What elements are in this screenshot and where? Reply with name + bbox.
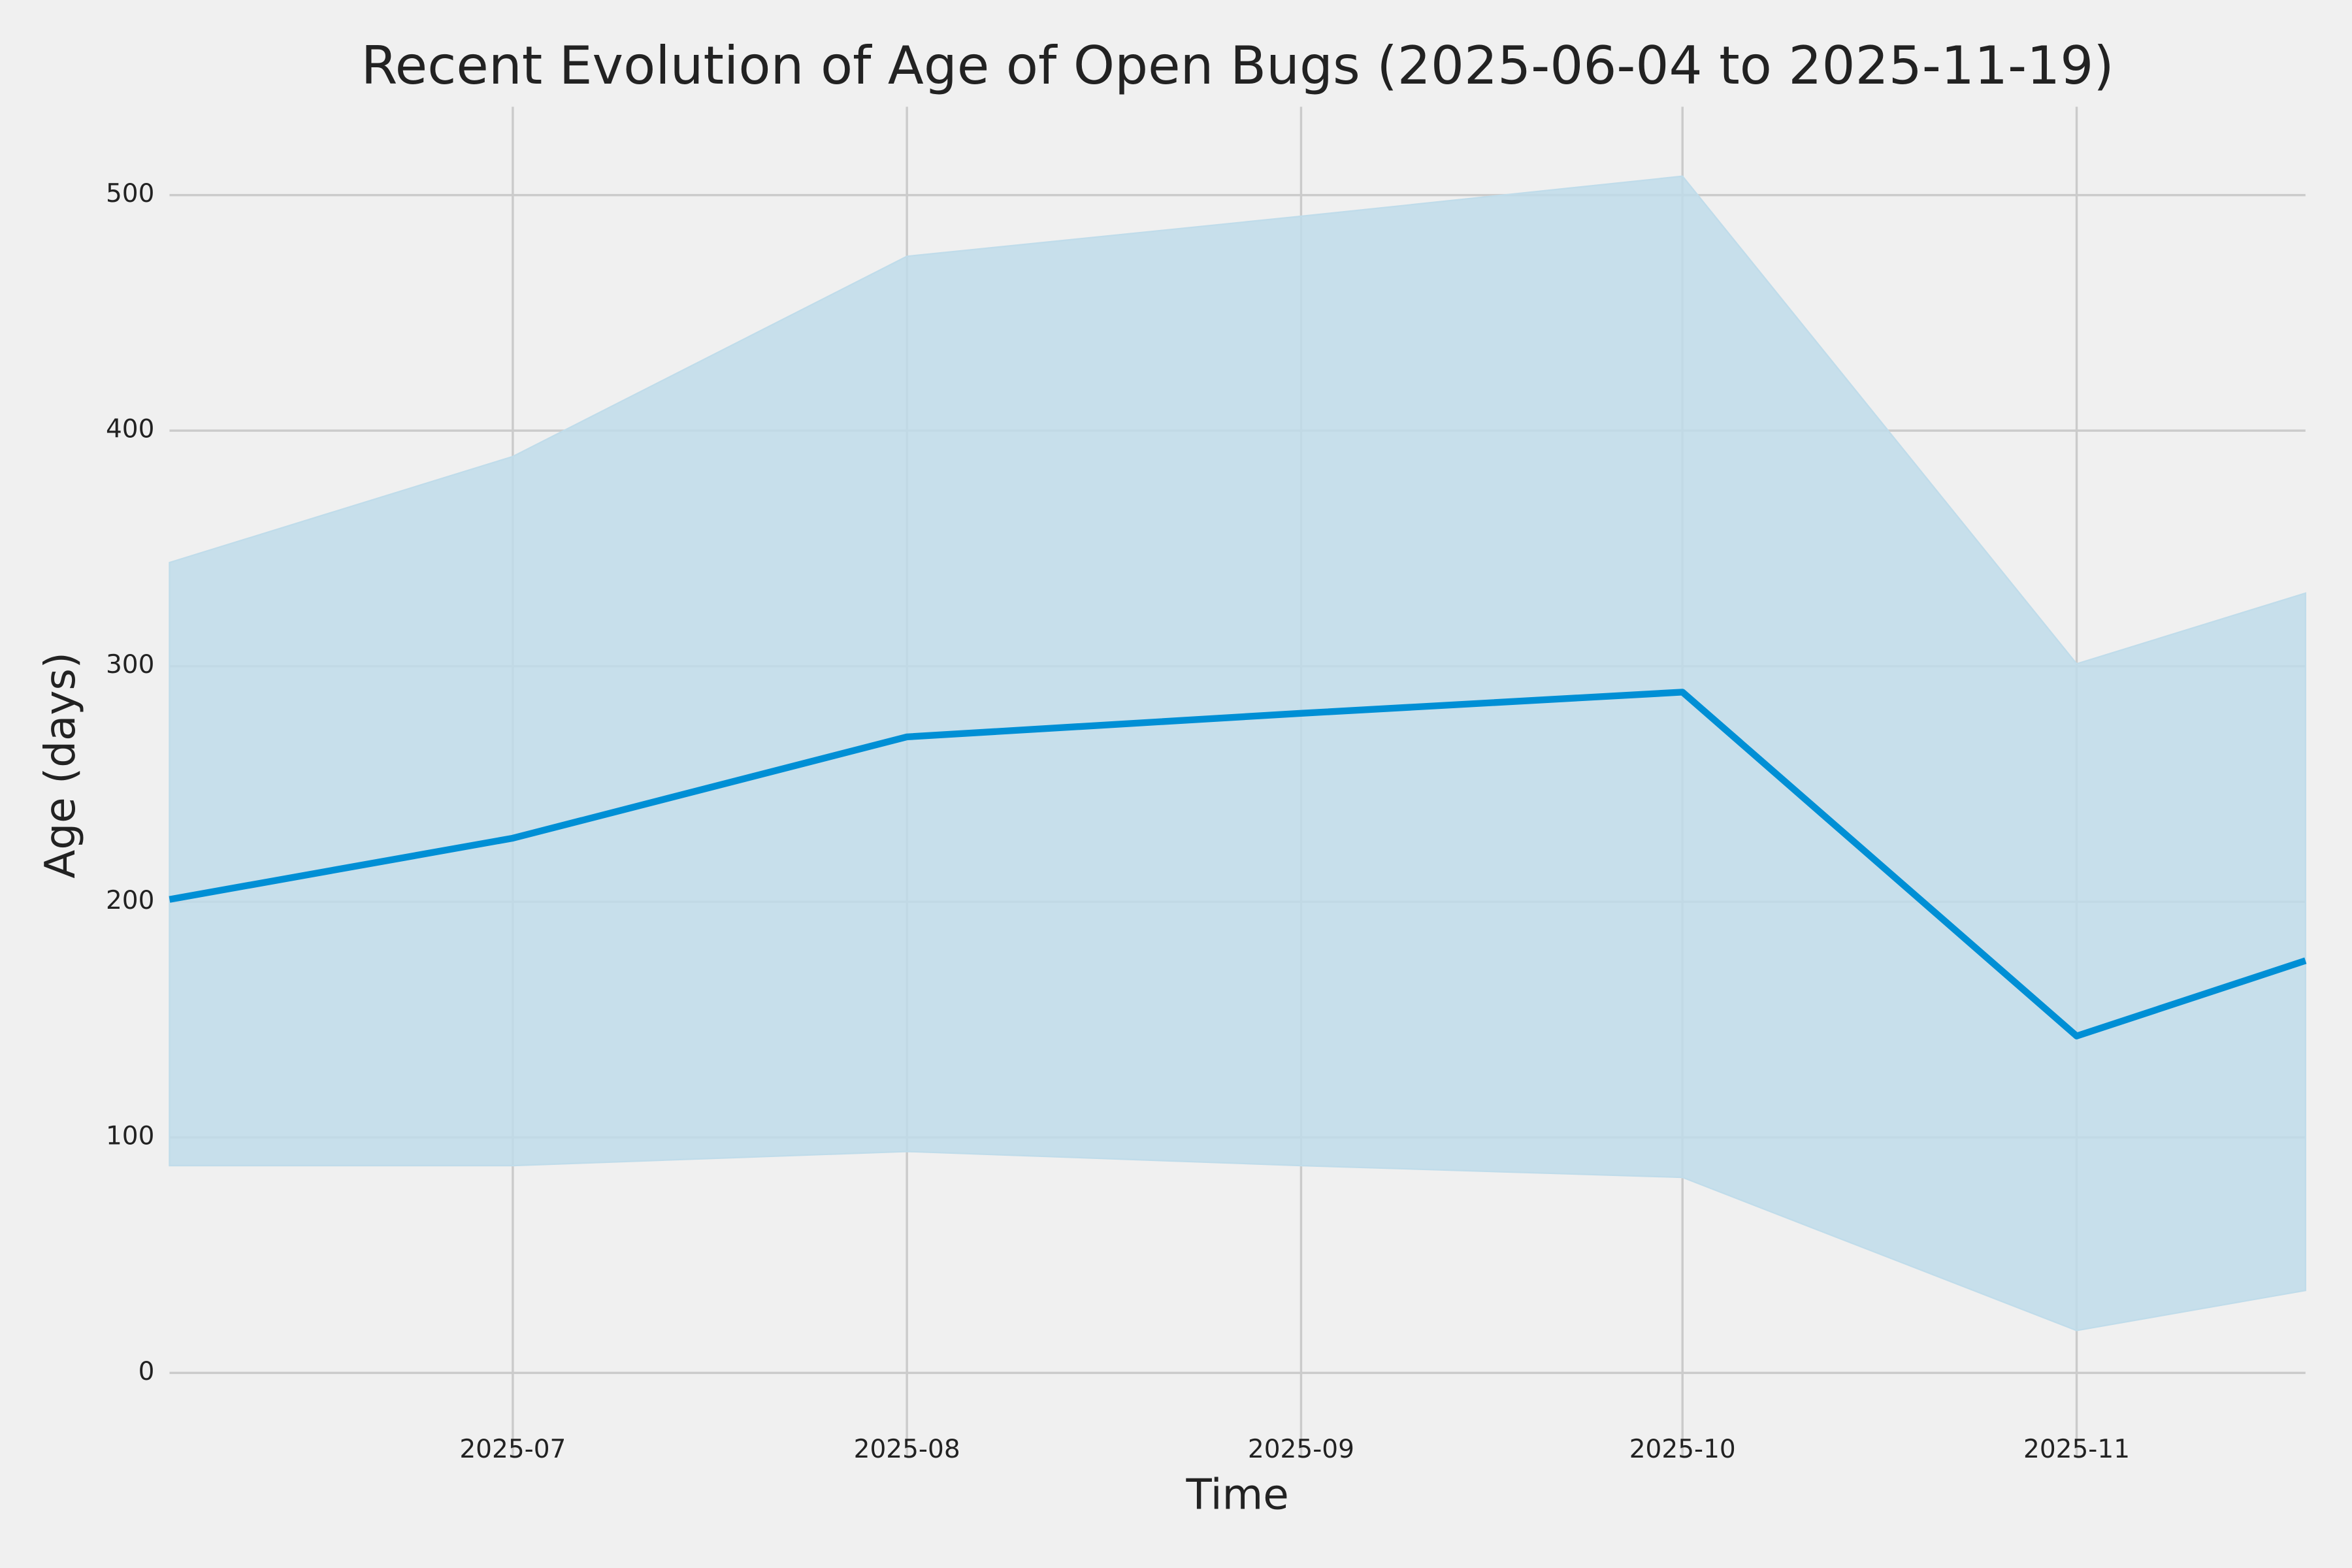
y-tick-label: 400	[106, 415, 154, 444]
plot-area	[169, 175, 2307, 1331]
line	[169, 689, 2307, 1039]
x-tick-label: 2025-07	[459, 1435, 566, 1464]
x-axis-label: Time	[1185, 1470, 1288, 1519]
y-tick-label: 100	[106, 1121, 154, 1151]
x-tick-label: 2025-09	[1248, 1435, 1354, 1464]
x-tick-label: 2025-08	[854, 1435, 960, 1464]
x-tick-label: 2025-10	[1629, 1435, 1736, 1464]
confidence-band	[169, 175, 2306, 1331]
y-tick-label: 500	[106, 179, 154, 208]
y-tick-label: 0	[139, 1357, 155, 1386]
y-axis-label: Age (days)	[36, 652, 85, 879]
x-tick-label: 2025-11	[2023, 1435, 2130, 1464]
y-tick-label: 300	[106, 650, 154, 679]
y-tick-label: 200	[106, 886, 154, 915]
chart-title: Recent Evolution of Age of Open Bugs (20…	[361, 35, 2114, 96]
